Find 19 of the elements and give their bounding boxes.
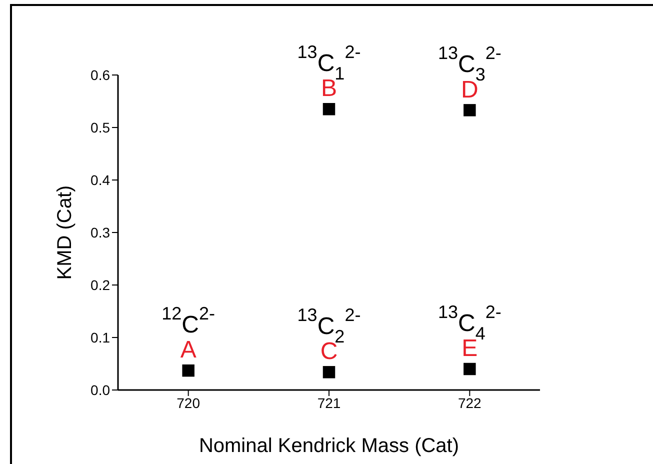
y-tick-label: 0.0 (90, 382, 110, 398)
annotation: $^{12}$C$^{2-}$ (162, 303, 216, 339)
y-tick-label: 0.6 (90, 66, 110, 83)
x-axis-title: Nominal Kendrick Mass (Cat) (198, 435, 460, 457)
point (464, 104, 476, 116)
point (322, 366, 336, 378)
y-tick-label: 0.2 (90, 276, 110, 293)
data-label: A (180, 336, 196, 364)
y-axis-title: KMD (Cat) (54, 185, 76, 280)
point (182, 364, 194, 377)
y-tick-label: 0.1 (90, 329, 110, 346)
y-tick-label: 0.4 (90, 172, 110, 188)
y-tick-label: 0.5 (90, 119, 110, 136)
point (464, 362, 476, 376)
x-tick-label: 721 (317, 394, 341, 411)
point (322, 103, 336, 116)
x-tick-label: 720 (176, 394, 200, 411)
x-tick-label: 722 (458, 394, 482, 411)
y-tick-label: 0.3 (90, 224, 110, 240)
